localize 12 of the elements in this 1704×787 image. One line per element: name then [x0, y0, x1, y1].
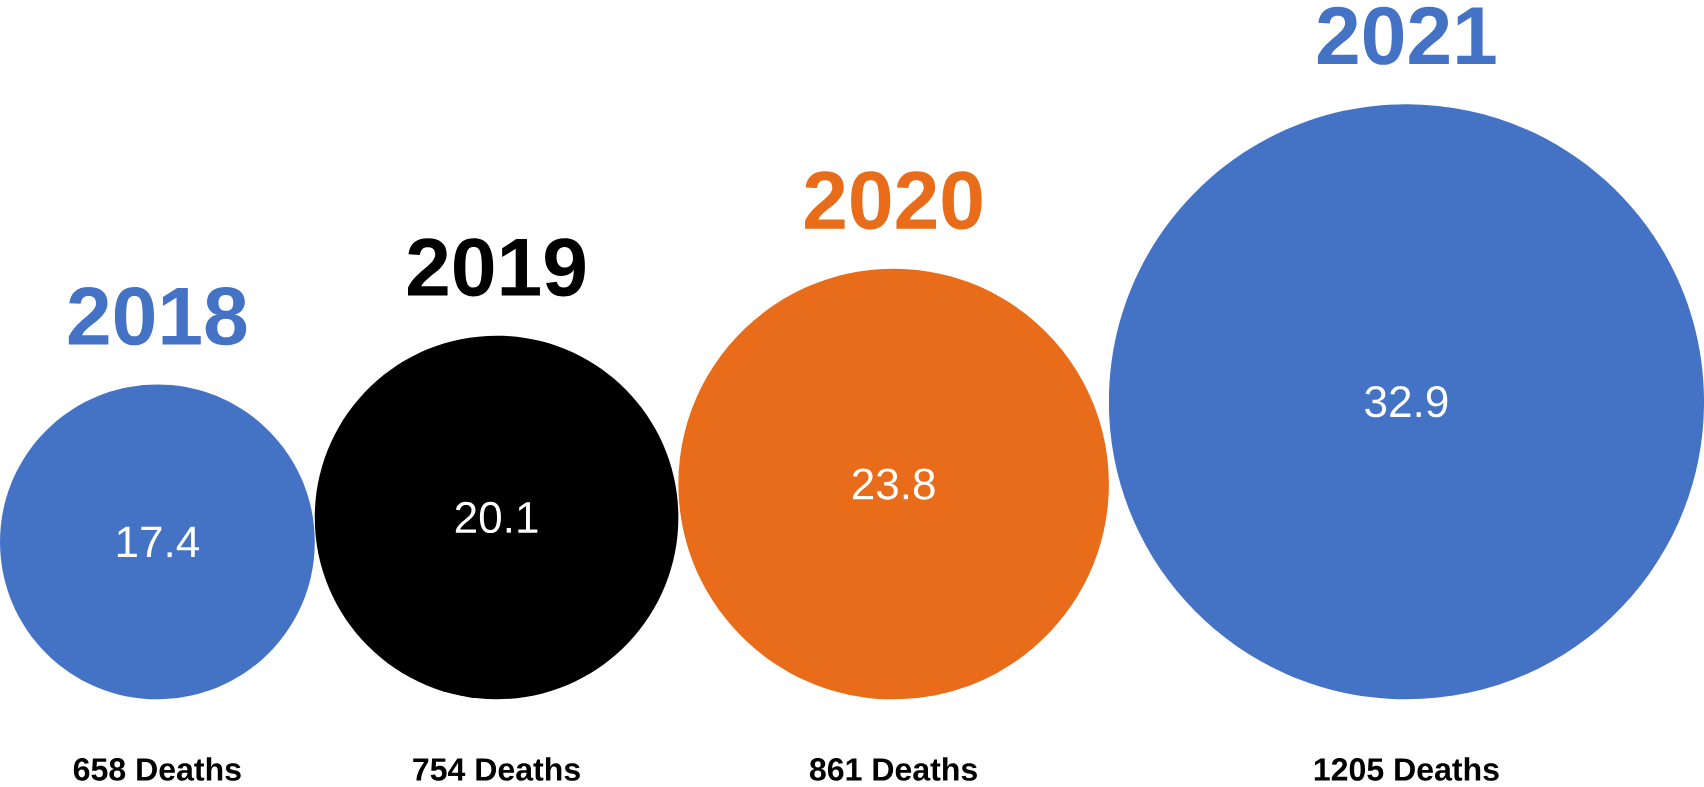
- category-label: 2019: [407, 237, 585, 297]
- data-label: 17.4: [117, 526, 199, 557]
- category-label: 2020: [805, 171, 982, 230]
- category-label: 2018: [68, 286, 247, 346]
- data-label: 20.1: [455, 501, 538, 533]
- data-label: 23.8: [852, 468, 935, 500]
- data-label: 32.9: [1365, 385, 1448, 418]
- text: 754 Deaths: [413, 757, 580, 781]
- text: 658 Deaths: [73, 757, 241, 781]
- text: 1205 Deaths: [1314, 757, 1499, 781]
- text: 861 Deaths: [809, 757, 977, 781]
- category-label: 2021: [1317, 6, 1496, 65]
